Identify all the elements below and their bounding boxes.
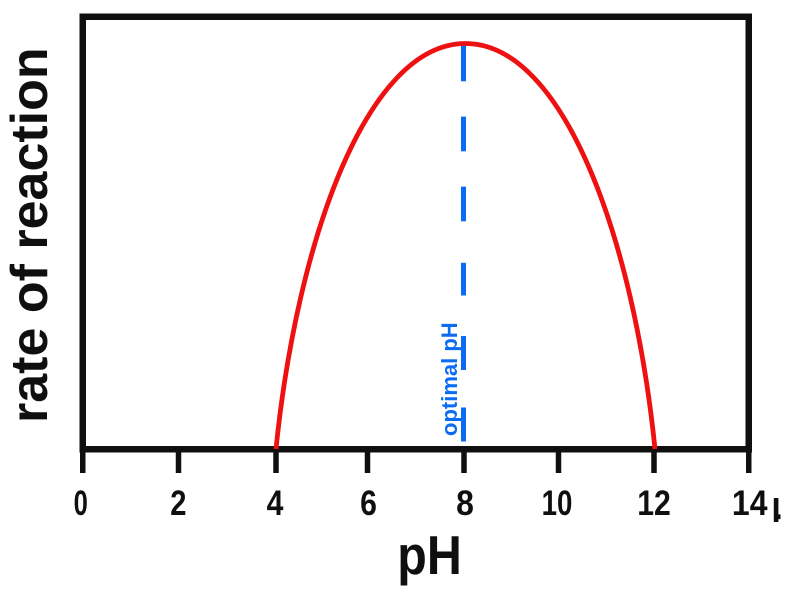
svg-text:optimal pH: optimal pH xyxy=(437,322,462,436)
svg-text:0: 0 xyxy=(74,483,88,523)
svg-text:14: 14 xyxy=(732,483,768,523)
svg-text:10: 10 xyxy=(542,483,573,523)
svg-text:8: 8 xyxy=(456,483,474,523)
svg-text:4: 4 xyxy=(267,483,284,523)
svg-text:rate of reaction: rate of reaction xyxy=(1,47,59,423)
svg-text:6: 6 xyxy=(360,483,377,523)
svg-text:pH: pH xyxy=(397,524,462,586)
svg-text:12: 12 xyxy=(637,483,671,523)
svg-text:2: 2 xyxy=(170,483,186,522)
